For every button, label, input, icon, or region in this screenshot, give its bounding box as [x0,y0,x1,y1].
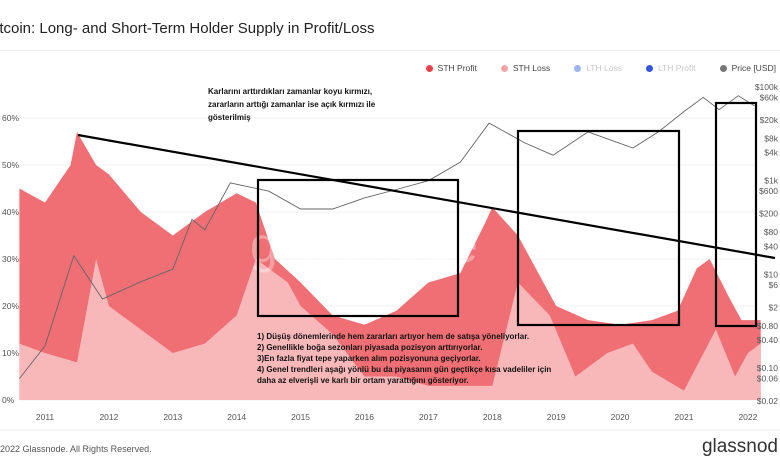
price-line [19,95,755,379]
y-right-tick-label: $0.06 [757,374,779,384]
glassnode-logo[interactable]: glassnod [701,436,778,457]
x-tick-label: 2016 [355,412,374,422]
x-tick-label: 2020 [611,412,630,422]
top-note-line: Karlarını arttırdıkları zamanlar koyu kı… [208,87,373,96]
highlight-box [714,101,758,328]
y-right-tick-label: $60k [760,92,779,102]
y-right-tick-label: $8k [764,133,778,143]
y-left-tick-label: 20% [2,301,19,311]
legend-item[interactable]: STH Profit [425,63,477,73]
y-right-tick-label: $20k [760,115,779,125]
y-left-tick-label: 60% [2,113,19,123]
legend: STH Profit STH Loss LTH Loss LTH Profit Pric… [425,63,776,73]
x-tick-label: 2011 [36,412,55,422]
bottom-note-line: daha az elverişli ve karlı bir ortam yar… [257,376,469,385]
y-left-tick-label: 0% [2,395,15,405]
copyright: 2022 Glassnode. All Rights Reserved. [0,444,152,454]
y-right-tick-label: $200 [759,209,778,219]
legend-label: STH Profit [437,63,477,73]
legend-label: LTH Profit [657,63,696,73]
highlight-box [256,178,460,318]
legend-item[interactable]: Price [USD] [719,63,776,73]
y-left-tick-label: 40% [2,207,19,217]
y-right-tick-label: $0.02 [757,396,779,406]
y-right-tick-label: $2 [769,302,779,312]
legend-dot-icon [500,64,508,72]
y-right-tick-label: $6 [769,280,779,290]
x-tick-label: 2018 [483,412,502,422]
x-tick-label: 2021 [675,412,694,422]
watermark: glassnode [250,217,478,273]
bottom-note-line: 1) Düşüş dönemlerinde hem zararları artı… [257,332,530,341]
y-right-tick-label: $1k [764,176,778,186]
x-tick-label: 2022 [738,412,757,422]
y-right-tick-label: $0.80 [757,321,779,331]
y-right-tick-label: $0.40 [757,335,779,345]
legend-item[interactable]: LTH Loss [574,63,622,73]
x-tick-label: 2014 [227,412,246,422]
legend-dot-icon [574,64,582,72]
legend-label: LTH Loss [586,63,622,73]
y-left-tick-label: 30% [2,254,19,264]
x-tick-label: 2013 [163,412,182,422]
x-tick-label: 2015 [291,412,310,422]
x-tick-label: 2012 [99,412,118,422]
sth-profit-area [19,132,761,400]
y-right-tick-label: $80 [764,227,778,237]
highlight-box [516,129,681,327]
y-right-tick-label: $100k [755,82,779,92]
legend-item[interactable]: LTH Profit [645,63,696,73]
x-tick-label: 2019 [547,412,566,422]
x-tick-label: 2017 [419,412,438,422]
y-right-tick-label: $10 [764,269,778,279]
y-left-tick-label: 10% [2,348,19,358]
chart-title: itcoin: Long- and Short-Term Holder Supp… [0,20,375,37]
sth-loss-area [19,259,761,400]
bottom-note-line: 2) Genellikle boğa sezonları piyasada po… [257,343,483,352]
top-note-line: gösterilmiş [208,113,251,122]
legend-dot-icon [425,64,433,72]
y-right-tick-label: $0.10 [757,363,779,373]
legend-label: STH Loss [512,63,551,73]
y-left-tick-label: 50% [2,160,19,170]
legend-dot-icon [645,64,653,72]
divider [0,50,780,51]
legend-item[interactable]: STH Loss [500,63,551,73]
legend-dot-icon [719,64,727,72]
y-right-tick-label: $600 [759,186,778,196]
top-annotation: Karlarını arttırdıkları zamanlar koyu kı… [208,85,375,124]
trend-line [77,133,776,260]
bottom-note-line: 4) Genel trendleri aşağı yönlü bu da piy… [257,365,552,374]
y-right-tick-label: $40 [764,241,778,251]
legend-label: Price [USD] [731,63,776,73]
y-right-tick-label: $4k [764,148,778,158]
bottom-note-line: 3)En fazla fiyat tepe yaparken alım pozi… [257,354,481,363]
bottom-annotation: 1) Düşüş dönemlerinde hem zararları artı… [257,331,551,386]
top-note-line: zararların arttığı zamanlar ise açık kır… [208,100,376,109]
